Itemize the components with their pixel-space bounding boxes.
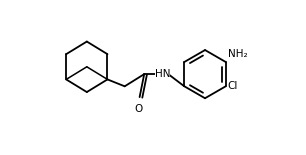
Text: O: O [134, 104, 143, 114]
Text: Cl: Cl [228, 81, 238, 91]
Text: HN: HN [155, 69, 170, 79]
Text: NH₂: NH₂ [228, 49, 247, 59]
